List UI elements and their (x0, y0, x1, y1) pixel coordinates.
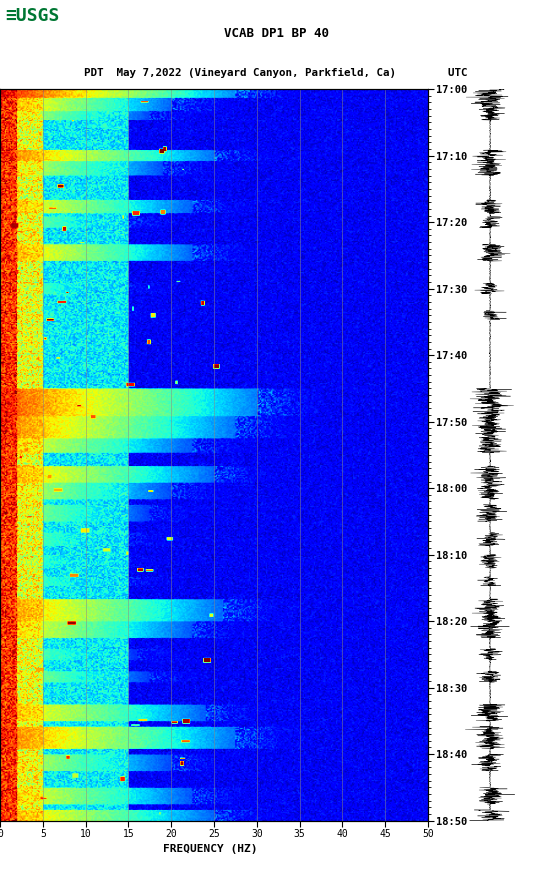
Text: ≡USGS: ≡USGS (6, 7, 60, 25)
Text: PDT  May 7,2022 (Vineyard Canyon, Parkfield, Ca)        UTC: PDT May 7,2022 (Vineyard Canyon, Parkfie… (84, 68, 468, 78)
Text: FREQUENCY (HZ): FREQUENCY (HZ) (162, 844, 257, 855)
Text: VCAB DP1 BP 40: VCAB DP1 BP 40 (224, 28, 328, 40)
